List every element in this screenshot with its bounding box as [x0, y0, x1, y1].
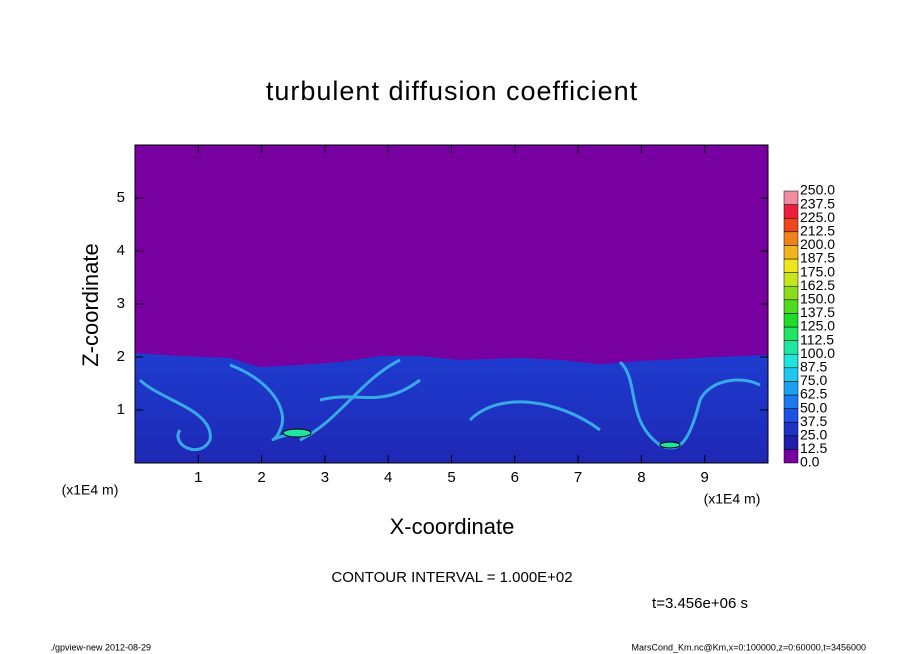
y-axis-unit: (x1E4 m) — [62, 482, 119, 498]
colorbar-label: 62.5 — [800, 386, 827, 402]
colorbar-box — [783, 258, 799, 273]
x-tick-label: 4 — [384, 469, 392, 486]
colorbar-label: 112.5 — [800, 331, 834, 347]
chart-title: turbulent diffusion coefficient — [266, 76, 638, 106]
contour-100 — [659, 441, 681, 449]
footer-left: ./gpview-new 2012-08-29 — [50, 642, 151, 652]
colorbar-label: 50.0 — [800, 399, 827, 415]
colorbar-label: 250.0 — [800, 182, 835, 198]
y-tick-label: 5 — [117, 189, 125, 206]
field-swirls — [138, 358, 761, 452]
y-tick-label: 3 — [117, 295, 125, 312]
x-tick-label: 6 — [511, 469, 519, 486]
colorbar-label: 225.0 — [800, 209, 835, 225]
contour-interval: CONTOUR INTERVAL = 1.000E+02 — [331, 569, 572, 586]
colorbar-box — [783, 381, 799, 396]
y-tick-label: 4 — [117, 242, 125, 259]
field — [135, 145, 768, 463]
colorbar-box — [783, 245, 799, 260]
y-axis-title: Z-coordinate — [78, 243, 103, 367]
footer-right: MarsCond_Km.nc@Km,x=0:100000,z=0:60000,t… — [631, 642, 866, 652]
x-tick-label: 1 — [194, 469, 202, 486]
x-tick-label: 2 — [257, 469, 265, 486]
colorbar-label: 137.5 — [800, 304, 835, 320]
y-tick-label: 1 — [117, 401, 125, 418]
x-tick-label: 7 — [574, 469, 582, 486]
colorbar-box — [783, 272, 799, 287]
colorbar-label: 237.5 — [800, 195, 835, 211]
colorbar-box — [783, 421, 799, 437]
x-axis-unit: (x1E4 m) — [704, 491, 761, 507]
colorbar-box — [783, 408, 799, 423]
colorbar-box — [783, 326, 799, 341]
colorbar-box — [783, 367, 799, 382]
colorbar-label: 150.0 — [800, 291, 835, 307]
x-tick-label: 5 — [447, 469, 455, 486]
colorbar-box — [783, 299, 799, 314]
colorbar-box — [783, 353, 799, 369]
colorbar-label: 212.5 — [800, 223, 835, 239]
colorbar-box — [783, 231, 799, 246]
colorbar-box — [783, 449, 799, 464]
colorbar-box — [783, 217, 799, 233]
y-tick-label: 2 — [117, 348, 125, 365]
contour-100 — [282, 428, 312, 438]
colorbar-label: 25.0 — [800, 427, 827, 443]
x-tick-label: 9 — [701, 469, 709, 486]
x-tick-label: 8 — [637, 469, 645, 486]
colorbar-label: 0.0 — [800, 454, 820, 470]
time-label: t=3.456e+06 s — [652, 595, 748, 612]
colorbar-box — [783, 394, 799, 409]
colorbar-label: 162.5 — [800, 277, 835, 293]
colorbar-box — [783, 340, 799, 355]
x-axis-title: X-coordinate — [390, 514, 515, 539]
colorbar-label: 125.0 — [800, 318, 835, 334]
colorbar-box — [783, 285, 799, 301]
colorbar-box — [783, 435, 799, 450]
colorbar-label: 175.0 — [800, 263, 835, 279]
colorbar-box — [783, 204, 799, 219]
colorbar-label: 187.5 — [800, 250, 835, 266]
colorbar-label: 12.5 — [800, 440, 827, 456]
colorbar-label: 200.0 — [800, 236, 835, 252]
colorbar-box — [783, 313, 799, 328]
colorbar-label: 100.0 — [800, 345, 835, 361]
colorbar-label: 75.0 — [800, 372, 827, 388]
colorbar-label: 37.5 — [800, 413, 827, 429]
colorbar-box — [783, 190, 799, 205]
x-tick-label: 3 — [321, 469, 329, 486]
colorbar-label: 87.5 — [800, 359, 827, 375]
